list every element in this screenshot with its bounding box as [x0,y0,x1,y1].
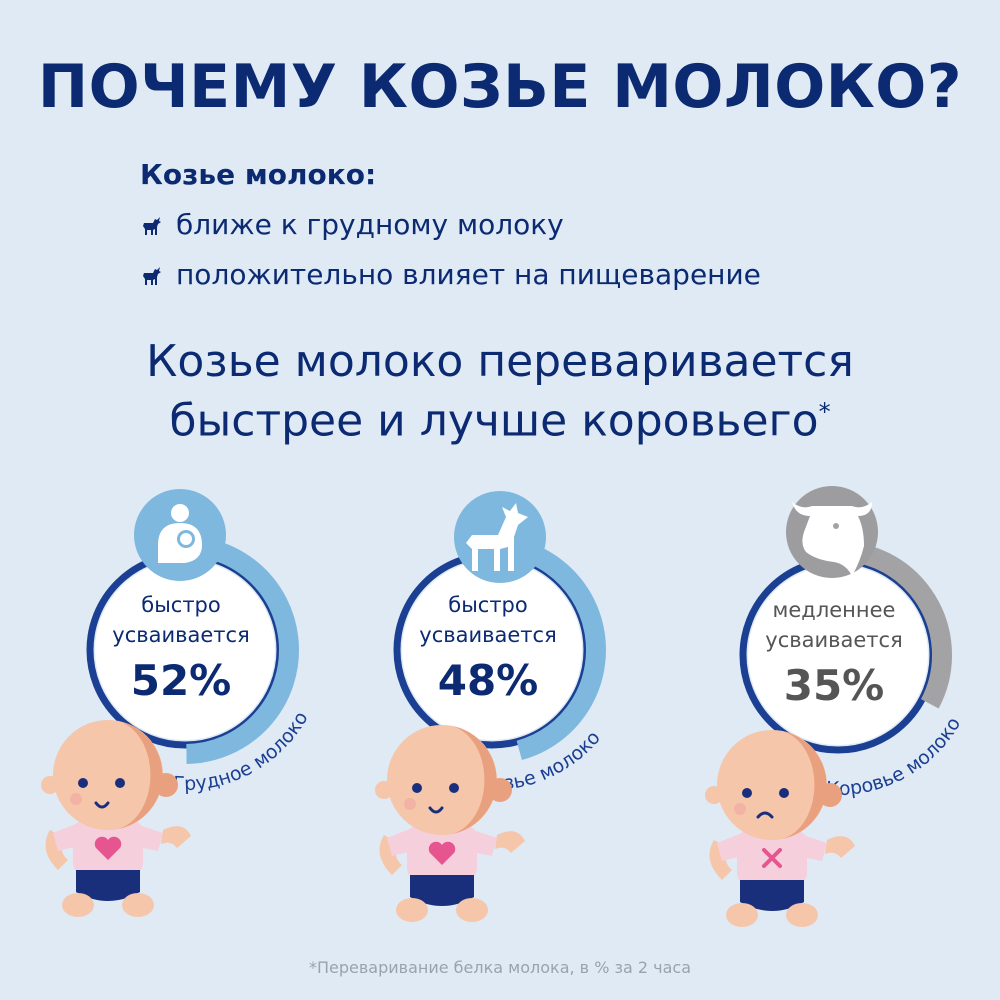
breastfeeding-icon [158,504,202,563]
subtitle: Козье молоко переваривается быстрее и лу… [0,337,1000,447]
goat-icon [143,216,161,235]
goat-icon [466,503,528,571]
cow-icon [792,502,872,576]
bullet-item: ближе к грудному молоку [140,208,564,241]
description-line: усваивается [419,623,556,647]
smile [428,806,444,814]
baby-figure [41,720,191,917]
info-circle [95,560,275,740]
baby-illustration [41,720,191,917]
bullet-item: положительно влияет на пищеварение [140,258,761,291]
goat-icon [143,266,161,285]
footnote-mark: * [818,398,831,426]
description-line: медленнее [773,598,896,622]
cross-icon [762,848,782,868]
smile [94,801,110,809]
info-circle [748,565,928,745]
baby-figure [375,725,525,922]
footnote: *Переваривание белка молока, в % за 2 ча… [308,958,692,977]
bullet-text: положительно влияет на пищеварение [176,258,761,291]
description-line: быстро [141,593,221,617]
info-circle [402,560,582,740]
subtitle-text: быстрее и лучше коровьего [169,395,819,447]
bullet-text: ближе к грудному молоку [176,208,564,241]
description-line: быстро [448,593,528,617]
subtitle-line: быстрее и лучше коровьего* [0,387,1000,447]
page-title: ПОЧЕМУ КОЗЬЕ МОЛОКО? [37,52,963,122]
description-line: усваивается [112,623,249,647]
lead-heading: Козье молоко: [140,158,377,191]
percent-value: 48% [438,656,539,705]
frown [756,811,774,819]
heart-icon [94,836,122,860]
percent-value: 35% [784,661,885,710]
baby-illustration [375,725,525,922]
heart-icon [428,841,456,865]
baby-figure [705,730,855,927]
percent-value: 52% [131,656,232,705]
baby-illustration [705,730,855,927]
description-line: усваивается [765,628,902,652]
subtitle-line: Козье молоко переваривается [146,336,854,387]
